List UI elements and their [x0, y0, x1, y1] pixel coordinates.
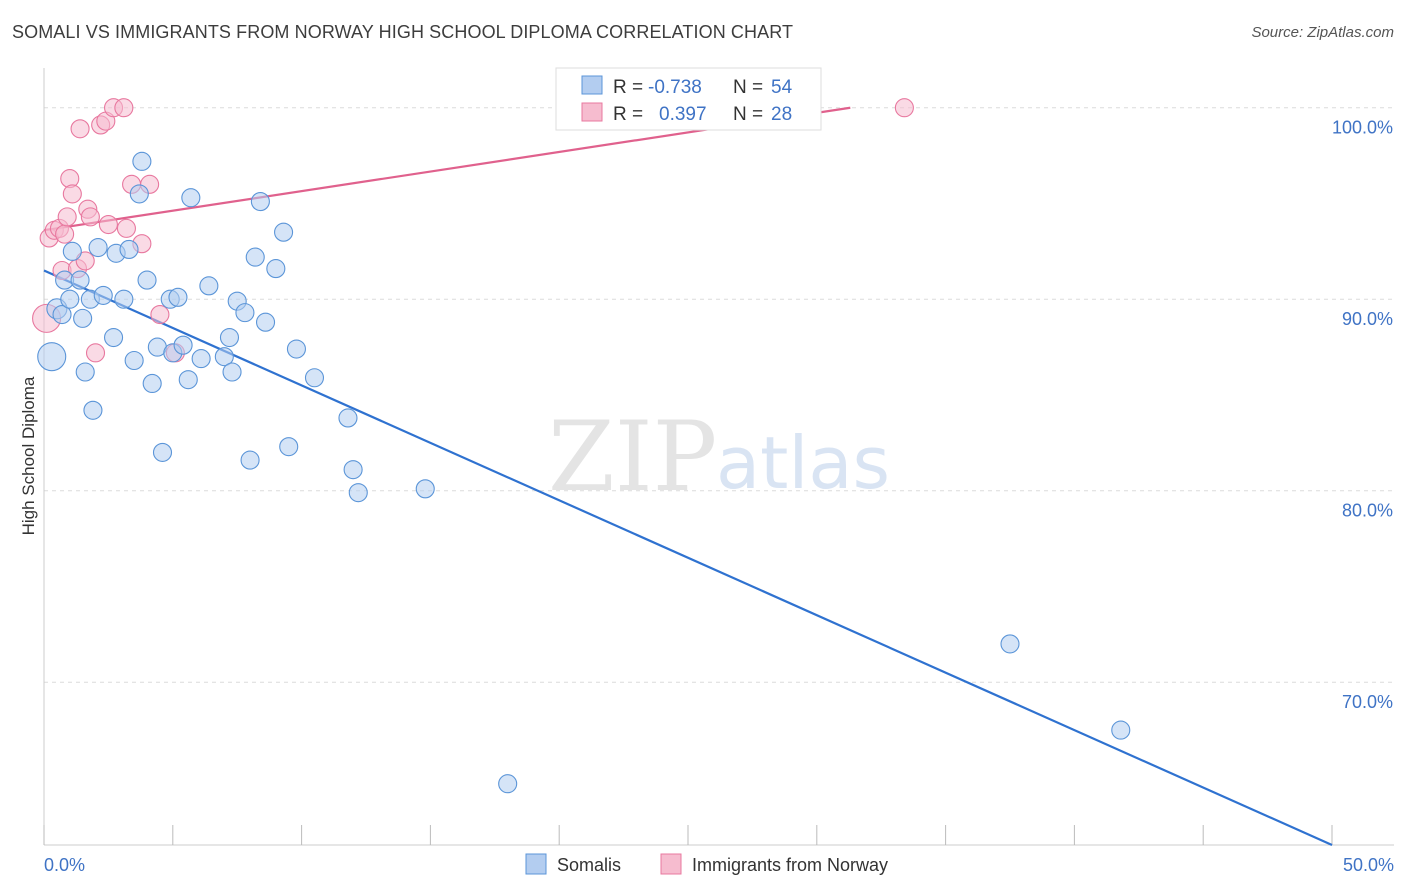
point-somalis	[168, 287, 188, 307]
point-somalis	[132, 151, 152, 171]
point-norway	[75, 251, 95, 271]
point-norway	[57, 207, 77, 227]
point-somalis	[70, 270, 90, 290]
point-somalis	[104, 327, 124, 348]
bottom-legend-label-somalis: Somalis	[557, 855, 621, 875]
legend-stats: R = -0.738 N = 54 R = 0.397 N = 28	[555, 67, 822, 131]
legend-n-value-norway: 28	[771, 104, 792, 125]
legend-series: Somalis Immigrants from Norway	[525, 853, 888, 875]
point-somalis	[142, 373, 162, 394]
legend-n-value-somalis: 54	[771, 77, 793, 98]
point-somalis	[37, 342, 67, 372]
legend-swatch-somalis	[581, 75, 603, 95]
bottom-legend-swatch-somalis	[525, 853, 547, 875]
point-somalis	[1111, 720, 1131, 740]
point-somalis	[152, 442, 173, 462]
y-axis-title: High School Diploma	[19, 376, 38, 535]
point-somalis	[119, 239, 139, 259]
point-somalis	[266, 259, 286, 279]
y-tick-label: 80.0%	[1342, 501, 1393, 521]
point-somalis	[240, 450, 260, 470]
point-somalis	[235, 303, 255, 323]
point-somalis	[338, 408, 358, 428]
legend-n-label-norway: N =	[733, 104, 763, 125]
point-somalis	[199, 276, 219, 296]
point-somalis	[279, 437, 299, 457]
point-somalis	[124, 350, 144, 371]
watermark: ZIP atlas	[548, 401, 890, 513]
point-somalis	[129, 184, 149, 204]
y-tick-label: 90.0%	[1342, 309, 1393, 329]
gridlines	[44, 107, 1394, 683]
point-somalis	[73, 308, 93, 328]
watermark-atlas: atlas	[716, 421, 890, 505]
point-somalis	[348, 483, 368, 503]
point-somalis	[93, 285, 113, 305]
point-norway	[98, 214, 118, 235]
legend-n-label-somalis: N =	[733, 77, 763, 98]
point-somalis	[60, 289, 80, 309]
point-somalis	[83, 400, 103, 420]
bottom-legend-label-norway: Immigrants from Norway	[692, 855, 888, 875]
point-norway	[62, 184, 82, 204]
point-somalis	[52, 304, 72, 325]
point-somalis	[114, 289, 134, 309]
point-norway	[150, 304, 170, 325]
point-somalis	[274, 222, 294, 242]
point-somalis	[191, 349, 211, 369]
legend-r-label-norway: R =	[613, 104, 643, 125]
point-somalis	[62, 241, 82, 261]
point-somalis	[343, 460, 363, 480]
point-somalis	[304, 368, 325, 388]
point-norway	[85, 343, 106, 363]
data-points	[32, 98, 1131, 794]
point-somalis	[214, 347, 234, 367]
point-norway	[80, 207, 100, 227]
point-norway	[70, 119, 90, 139]
legend-r-label-somalis: R =	[613, 77, 643, 98]
point-norway	[55, 224, 75, 244]
bottom-legend-swatch-norway	[660, 853, 682, 875]
point-somalis	[415, 479, 435, 499]
point-somalis	[181, 188, 201, 208]
point-somalis	[173, 335, 193, 355]
y-tick-label: 100.0%	[1332, 118, 1393, 138]
point-somalis	[137, 270, 157, 290]
legend-swatch-norway	[581, 102, 603, 122]
point-norway	[894, 98, 914, 118]
point-somalis	[75, 362, 95, 382]
y-tick-label: 70.0%	[1342, 692, 1393, 712]
legend-r-value-norway: 0.397	[659, 104, 707, 125]
tick-labels: 100.0% 90.0% 80.0% 70.0% 0.0% 50.0%	[44, 118, 1394, 875]
point-somalis	[178, 370, 198, 390]
point-norway	[114, 98, 134, 118]
axes	[43, 68, 1394, 846]
point-somalis	[222, 362, 242, 382]
watermark-zip: ZIP	[548, 401, 717, 513]
chart-title: SOMALI VS IMMIGRANTS FROM NORWAY HIGH SC…	[12, 22, 794, 42]
point-somalis	[250, 192, 270, 212]
trend-line-somalis	[43, 269, 1333, 847]
point-somalis	[286, 339, 306, 359]
point-somalis	[255, 312, 276, 332]
chart-source: Source: ZipAtlas.com	[1251, 24, 1394, 41]
point-somalis	[1000, 634, 1020, 654]
x-tick-label: 0.0%	[44, 855, 85, 875]
point-somalis	[498, 774, 518, 794]
point-somalis	[245, 247, 265, 267]
legend-r-value-somalis: -0.738	[648, 77, 702, 98]
point-somalis	[219, 327, 240, 348]
point-norway	[116, 218, 136, 238]
point-somalis	[88, 237, 108, 258]
x-tick-label: 50.0%	[1343, 855, 1394, 875]
